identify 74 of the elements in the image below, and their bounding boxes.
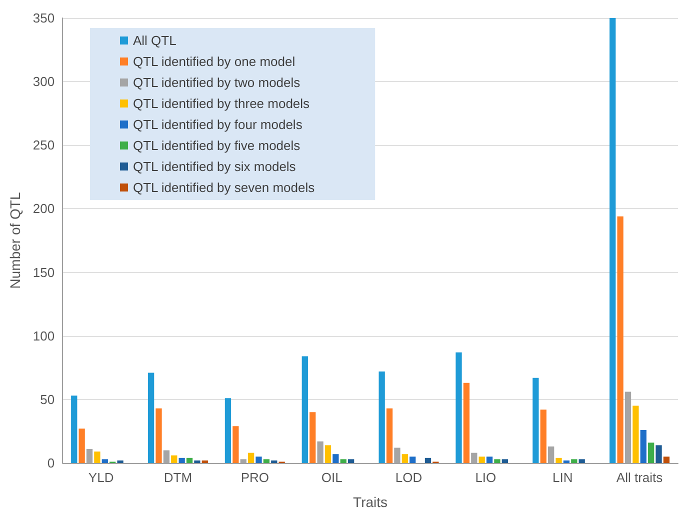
legend-label: All QTL <box>133 33 176 48</box>
bar <box>102 459 108 463</box>
bar <box>386 408 393 463</box>
bar <box>194 460 200 463</box>
bar <box>256 456 262 463</box>
y-tick-label: 100 <box>32 328 55 344</box>
bar <box>632 406 639 463</box>
bar <box>540 410 546 463</box>
y-tick-label: 300 <box>32 74 55 90</box>
bar <box>556 458 562 463</box>
legend-label: QTL identified by two models <box>133 75 301 90</box>
x-axis-title: Traits <box>353 494 388 510</box>
bar <box>478 456 485 463</box>
bar <box>94 452 100 463</box>
bar <box>571 459 578 463</box>
legend-label: QTL identified by seven models <box>133 180 316 195</box>
bar <box>410 456 416 463</box>
bar <box>502 459 508 463</box>
bar <box>302 356 308 463</box>
bar <box>224 398 232 463</box>
x-tick-label: All traits <box>616 470 664 485</box>
bar <box>248 452 254 463</box>
bar <box>186 458 193 463</box>
legend-label: QTL identified by five models <box>133 138 301 153</box>
x-tick-label: DTM <box>164 470 192 485</box>
bar <box>178 458 185 463</box>
x-tick-label: LIN <box>552 470 573 485</box>
bar <box>263 459 270 463</box>
bar <box>340 459 346 463</box>
bar <box>171 455 178 463</box>
bar <box>486 456 493 463</box>
bar <box>324 445 332 463</box>
bar <box>617 216 624 463</box>
bar <box>463 382 470 463</box>
bar <box>232 426 239 463</box>
x-tick-label: YLD <box>88 470 114 485</box>
bar <box>656 445 662 463</box>
bar <box>271 460 278 463</box>
y-tick-label: 350 <box>32 10 55 26</box>
x-tick-label: OIL <box>321 470 342 485</box>
y-axis-title: Number of QTL <box>7 192 23 289</box>
bar <box>532 378 539 463</box>
legend-label: QTL identified by three models <box>133 96 310 111</box>
x-tick-label: PRO <box>240 470 269 485</box>
y-tick-label: 200 <box>32 201 55 216</box>
bar <box>117 460 124 463</box>
bar <box>156 408 162 463</box>
x-tick-label: LIO <box>475 470 496 485</box>
x-tick-label: LOD <box>395 470 422 485</box>
y-tick-label: 250 <box>32 138 55 153</box>
bar <box>78 428 85 463</box>
legend-label: QTL identified by four models <box>133 117 303 132</box>
bar <box>348 459 354 463</box>
bar <box>456 352 462 463</box>
y-tick-label: 150 <box>32 264 55 280</box>
bar <box>310 412 316 463</box>
legend-label: QTL identified by one model <box>133 54 296 69</box>
bar <box>378 371 385 463</box>
bar <box>424 458 432 463</box>
bar <box>610 18 616 463</box>
y-tick-label: 50 <box>40 392 55 407</box>
bar <box>640 430 646 463</box>
bar <box>563 460 570 463</box>
legend-label: QTL identified by six models <box>133 159 296 174</box>
bar <box>332 454 339 463</box>
bar <box>402 454 408 463</box>
bar <box>494 459 500 463</box>
y-tick-label: 0 <box>47 456 55 470</box>
bar <box>648 442 654 463</box>
bar <box>71 396 78 463</box>
bar <box>663 456 670 463</box>
bar <box>148 372 154 463</box>
bar <box>578 459 585 463</box>
bar <box>202 460 208 463</box>
